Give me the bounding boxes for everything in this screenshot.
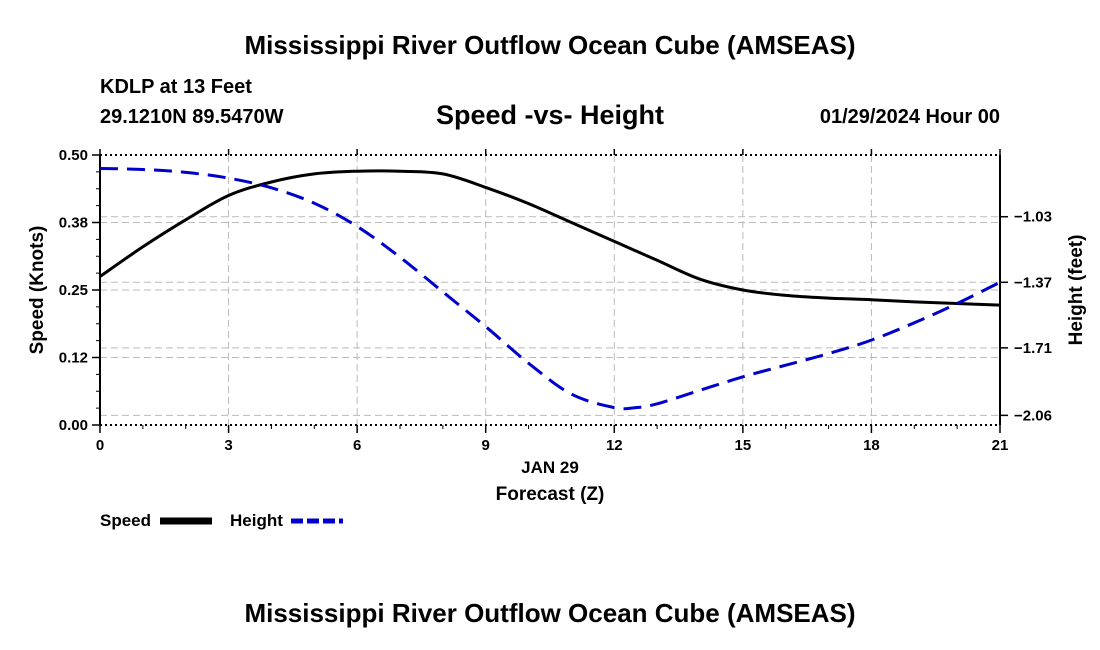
y-left-tick-label: 0.38 <box>59 215 88 232</box>
y-left-tick-label: 0.00 <box>59 417 88 434</box>
y-right-tick-label: −1.37 <box>1014 274 1052 291</box>
legend-label-speed: Speed <box>100 511 151 530</box>
x-tick-label: 12 <box>606 437 623 454</box>
y-right-tick-label: −1.03 <box>1014 209 1052 226</box>
y-left-tick-label: 0.12 <box>59 350 88 367</box>
station-coordinates: 29.1210N 89.5470W <box>100 106 284 128</box>
labels-layer: 0 3 6 9 12 15 18 21 0.00 0.12 0.25 0.38 0.50 −2.06 −1.… <box>27 147 1087 505</box>
axes-layer <box>92 149 1008 433</box>
chart-subtitle: Speed -vs- Height <box>435 100 665 130</box>
x-tick-label: 18 <box>863 437 880 454</box>
series-line-speed <box>99 169 1001 307</box>
x-tick-label: 3 <box>224 437 232 454</box>
y-left-axis-title: Speed (Knots) <box>27 226 48 355</box>
series-layer <box>99 167 1001 411</box>
chart-footer-title: Mississippi River Outflow Ocean Cube (AM… <box>244 598 856 628</box>
y-left-tick-label: 0.50 <box>59 147 88 164</box>
y-right-tick-label: −2.06 <box>1014 407 1052 424</box>
grid-layer <box>100 155 1000 425</box>
forecast-datetime: 01/29/2024 Hour 00 <box>819 106 1000 128</box>
station-label: KDLP at 13 Feet <box>100 76 252 98</box>
x-tick-label: 15 <box>735 437 752 454</box>
y-right-tick-label: −1.71 <box>1014 340 1052 357</box>
x-tick-label: 6 <box>353 437 361 454</box>
x-tick-label: 0 <box>96 437 104 454</box>
y-right-axis-title: Height (feet) <box>1066 235 1087 346</box>
x-axis-title: Forecast (Z) <box>496 484 605 505</box>
legend-label-height: Height <box>230 511 283 530</box>
x-tick-label: 9 <box>482 437 490 454</box>
x-tick-label: 21 <box>992 437 1009 454</box>
legend: Speed Height <box>100 511 343 530</box>
y-left-tick-label: 0.25 <box>59 282 88 299</box>
x-axis-date-label: JAN 29 <box>521 458 579 477</box>
series-line-height <box>99 167 1001 411</box>
chart-main-title: Mississippi River Outflow Ocean Cube (AM… <box>244 30 856 60</box>
